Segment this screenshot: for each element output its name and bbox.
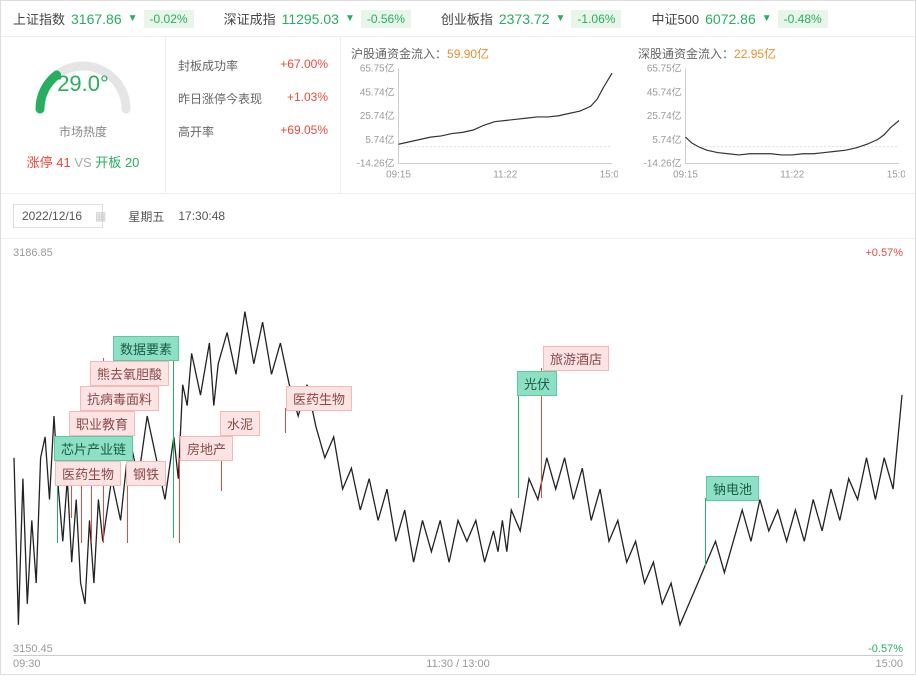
index-name: 中证500 [651,9,699,28]
svg-text:5.74亿: 5.74亿 [365,133,394,146]
index-value: 6072.86 [705,11,756,27]
stat-val: +67.00% [280,57,328,74]
main-time-right: 15:00 [875,658,903,670]
index-pct: -1.06% [571,10,621,28]
mini-title-val: 22.95亿 [734,47,776,61]
stat-val: +1.03% [287,90,328,107]
sector-tag[interactable]: 医药生物 [286,386,352,411]
svg-text:25.74亿: 25.74亿 [647,109,682,122]
weekday: 星期五 [128,208,164,225]
mini-chart-hgt: 沪股通资金流入：59.90亿 65.75亿 45.74亿 25.74亿 5.74亿 -1… [341,37,628,193]
sector-vline [173,358,174,538]
svg-text:65.75亿: 65.75亿 [360,62,395,75]
heat-label: 市场热度 [59,123,107,140]
sector-tag[interactable]: 旅游酒店 [543,346,609,371]
main-bottom-left: 3150.45 [13,643,53,655]
stat-val: +69.05% [280,123,328,140]
down-arrow-icon: ▼ [556,13,566,24]
top-panel: 29.0° 市场热度 涨停 41 VS 开板 20 封板成功率 +67.00% … [1,37,915,194]
mini-chart-svg: 65.75亿 45.74亿 25.74亿 5.74亿 -14.26亿09:15 11:22… [638,62,905,182]
main-top-right: +0.57% [865,247,903,259]
index-pct: -0.02% [144,10,194,28]
svg-text:-14.26亿: -14.26亿 [644,157,682,170]
down-arrow-icon: ▼ [345,13,355,24]
market-heat-gauge: 29.0° 市场热度 涨停 41 VS 开板 20 [1,37,166,193]
sector-tag[interactable]: 钢铁 [126,461,166,486]
index-value: 2373.72 [499,11,550,27]
svg-text:15:00: 15:00 [600,169,618,180]
svg-text:09:15: 09:15 [386,169,411,180]
index-item[interactable]: 创业板指 2373.72 ▼ -1.06% [441,9,622,28]
index-item[interactable]: 上证指数 3167.86 ▼ -0.02% [13,9,194,28]
calendar-icon[interactable]: ▦ [95,209,106,223]
svg-text:5.74亿: 5.74亿 [652,133,681,146]
indices-bar: 上证指数 3167.86 ▼ -0.02% 深证成指 11295.03 ▼ -0… [1,1,915,37]
index-pct: -0.48% [778,10,828,28]
sector-tag[interactable]: 熊去氧胆酸 [90,361,169,386]
main-time-left: 09:30 [13,658,41,670]
mini-title-val: 59.90亿 [447,47,489,61]
index-name: 创业板指 [441,9,493,28]
svg-text:-14.26亿: -14.26亿 [357,157,395,170]
sector-vline [705,498,706,566]
sector-tag[interactable]: 水泥 [220,411,260,436]
limit-vs: VS [74,155,91,170]
main-chart: 3186.85 +0.57% 数据要素熊去氧胆酸抗病毒面料职业教育芯片产业链医药… [1,239,915,674]
svg-text:11:22: 11:22 [493,169,517,180]
svg-text:25.74亿: 25.74亿 [360,109,395,122]
sector-tag[interactable]: 芯片产业链 [54,436,133,461]
sector-tag[interactable]: 职业教育 [69,411,135,436]
sector-tag[interactable]: 抗病毒面料 [80,386,159,411]
date-input[interactable] [13,204,103,228]
svg-text:15:00: 15:00 [887,169,905,180]
mini-title-prefix: 沪股通资金流入： [351,47,447,61]
down-arrow-icon: ▼ [128,13,138,24]
main-top-left: 3186.85 [13,247,53,259]
svg-text:45.74亿: 45.74亿 [647,85,682,98]
index-value: 3167.86 [71,11,122,27]
index-name: 深证成指 [224,9,276,28]
index-name: 上证指数 [13,9,65,28]
index-item[interactable]: 深证成指 11295.03 ▼ -0.56% [224,9,411,28]
limit-up-label: 涨停 [27,155,53,170]
stat-row: 昨日涨停今表现 +1.03% [174,82,332,115]
main-time-mid: 11:30 / 13:00 [426,658,489,670]
sector-tag[interactable]: 光伏 [517,371,557,396]
stat-name: 封板成功率 [178,57,238,74]
sector-tag[interactable]: 医药生物 [55,461,121,486]
mini-chart-sgt: 深股通资金流入：22.95亿 65.75亿 45.74亿 25.74亿 5.74亿 -1… [628,37,915,193]
svg-text:45.74亿: 45.74亿 [360,85,395,98]
sector-tag[interactable]: 钠电池 [706,476,759,501]
mini-title-prefix: 深股通资金流入： [638,47,734,61]
limit-up-val: 41 [56,155,70,170]
sector-vline [179,458,180,543]
main-bottom-right: -0.57% [868,643,903,655]
limit-open-val: 20 [125,155,139,170]
down-arrow-icon: ▼ [762,13,772,24]
mini-chart-svg: 65.75亿 45.74亿 25.74亿 5.74亿 -14.26亿09:15 11:22… [351,62,618,182]
heat-value: 29.0° [28,71,138,97]
stats-box: 封板成功率 +67.00% 昨日涨停今表现 +1.03% 高开率 +69.05% [166,37,341,193]
stat-row: 封板成功率 +67.00% [174,49,332,82]
sector-vline [285,408,286,433]
stat-row: 高开率 +69.05% [174,115,332,148]
index-value: 11295.03 [282,11,339,27]
svg-text:11:22: 11:22 [780,169,804,180]
index-item[interactable]: 中证500 6072.86 ▼ -0.48% [651,9,827,28]
date-bar: ▦ 星期五 17:30:48 [1,194,915,239]
svg-text:65.75亿: 65.75亿 [647,62,682,75]
time: 17:30:48 [178,209,225,223]
sector-tag[interactable]: 房地产 [180,436,233,461]
sector-vline [518,393,519,498]
stat-name: 高开率 [178,123,214,140]
sector-tag[interactable]: 数据要素 [113,336,179,361]
svg-text:09:15: 09:15 [673,169,698,180]
sector-vline [127,483,128,543]
index-pct: -0.56% [361,10,411,28]
main-chart-svg[interactable] [13,261,903,641]
limit-open-label: 开板 [95,155,121,170]
limit-row: 涨停 41 VS 开板 20 [27,152,140,171]
stat-name: 昨日涨停今表现 [178,90,262,107]
